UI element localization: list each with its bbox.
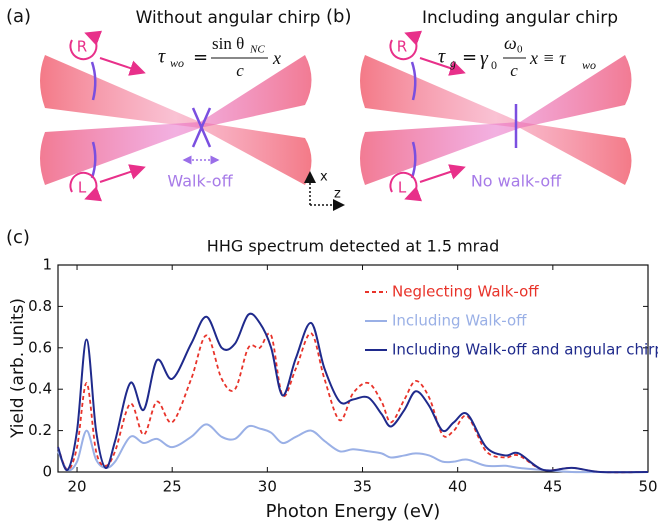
wavefront xyxy=(90,141,97,179)
panel-title: Without angular chirp xyxy=(136,8,321,28)
equation-part: τ xyxy=(438,46,446,68)
panel-label: (a) xyxy=(6,6,31,27)
beam xyxy=(40,55,312,185)
wavefront xyxy=(410,141,417,179)
equation-part: sin θ xyxy=(212,34,244,53)
x-tick-label: 40 xyxy=(448,478,467,496)
rotation-icon xyxy=(69,30,103,61)
equation-part: NC xyxy=(249,44,265,56)
equation-part: x xyxy=(272,48,281,68)
equation-part: x ≡ τ xyxy=(529,48,566,68)
y-tick-label: 0 xyxy=(42,463,52,481)
beam-arrow xyxy=(419,164,466,183)
x-axis-label: Photon Energy (eV) xyxy=(266,501,441,522)
x-tick-label: 50 xyxy=(638,478,657,496)
rotation-icon xyxy=(69,171,103,202)
panel-title: Including angular chirp xyxy=(422,8,618,28)
legend-label: Including Walk-off and angular chirp xyxy=(392,341,658,359)
beam-arrow xyxy=(99,57,146,76)
wavefront-cross xyxy=(191,107,212,148)
equation-part: γ xyxy=(480,48,489,70)
equation-part: 0 xyxy=(491,58,497,72)
beam-label: R xyxy=(77,38,87,56)
y-axis-label: Yield (arb. units) xyxy=(8,298,28,439)
equation-part: ω xyxy=(504,33,517,53)
panel-a: (a) Without angular chirp R L Walk-off τ… xyxy=(6,6,321,202)
note: No walk-off xyxy=(471,172,562,191)
beam xyxy=(40,55,312,185)
series-line xyxy=(57,312,649,474)
equation-part: c xyxy=(510,61,518,80)
rotation-icon xyxy=(389,30,423,61)
equation-part: τ xyxy=(158,46,166,68)
equation-part: c xyxy=(236,61,244,80)
axes-icon: x z xyxy=(304,170,345,211)
beam xyxy=(360,55,632,185)
x-tick-label: 30 xyxy=(258,478,277,496)
x-tick-label: 25 xyxy=(163,478,182,496)
beam-label: L xyxy=(398,179,407,197)
y-tick-label: 0.2 xyxy=(28,421,52,439)
plot: 20 25 30 35 40 45 50 0 0.2 0.4 0.6 0.8 1 Neglecting W… xyxy=(28,256,658,496)
beam-arrow xyxy=(99,164,146,183)
panel-label: (c) xyxy=(6,227,30,248)
panel-b: (b) Including angular chirp R L No walk-… xyxy=(326,6,632,202)
series-line xyxy=(57,332,649,474)
wavefront xyxy=(410,61,417,101)
wavefront xyxy=(90,61,97,101)
y-tick-label: 0.6 xyxy=(28,338,52,356)
x-tick-label: 35 xyxy=(353,478,372,496)
beam-label: L xyxy=(78,179,87,197)
equation-part: = xyxy=(193,47,208,68)
legend-label: Including Walk-off xyxy=(392,312,527,330)
note: Walk-off xyxy=(167,172,233,191)
x-tick-label: 20 xyxy=(67,478,86,496)
chart-title: HHG spectrum detected at 1.5 mrad xyxy=(207,237,499,256)
equation-part: 0 xyxy=(517,44,523,56)
equation-part: g xyxy=(450,56,456,70)
panel-label: (b) xyxy=(326,6,351,27)
equation-part: wo xyxy=(582,58,596,72)
axis-icon-label: z xyxy=(334,187,341,202)
legend-label: Neglecting Walk-off xyxy=(392,283,539,301)
y-tick-label: 0.8 xyxy=(28,297,52,315)
x-tick-label: 45 xyxy=(543,478,562,496)
beam-label: R xyxy=(397,38,407,56)
rotation-icon xyxy=(389,171,423,202)
beam xyxy=(360,55,632,185)
beam-arrow xyxy=(419,57,466,76)
equation-part: = xyxy=(462,47,477,68)
axis-icon-label: x xyxy=(320,170,328,185)
plot-frame xyxy=(57,264,649,473)
equation-part: wo xyxy=(170,56,184,70)
y-tick-label: 0.4 xyxy=(28,380,52,398)
series-line xyxy=(57,423,648,474)
y-tick-label: 1 xyxy=(42,256,52,274)
